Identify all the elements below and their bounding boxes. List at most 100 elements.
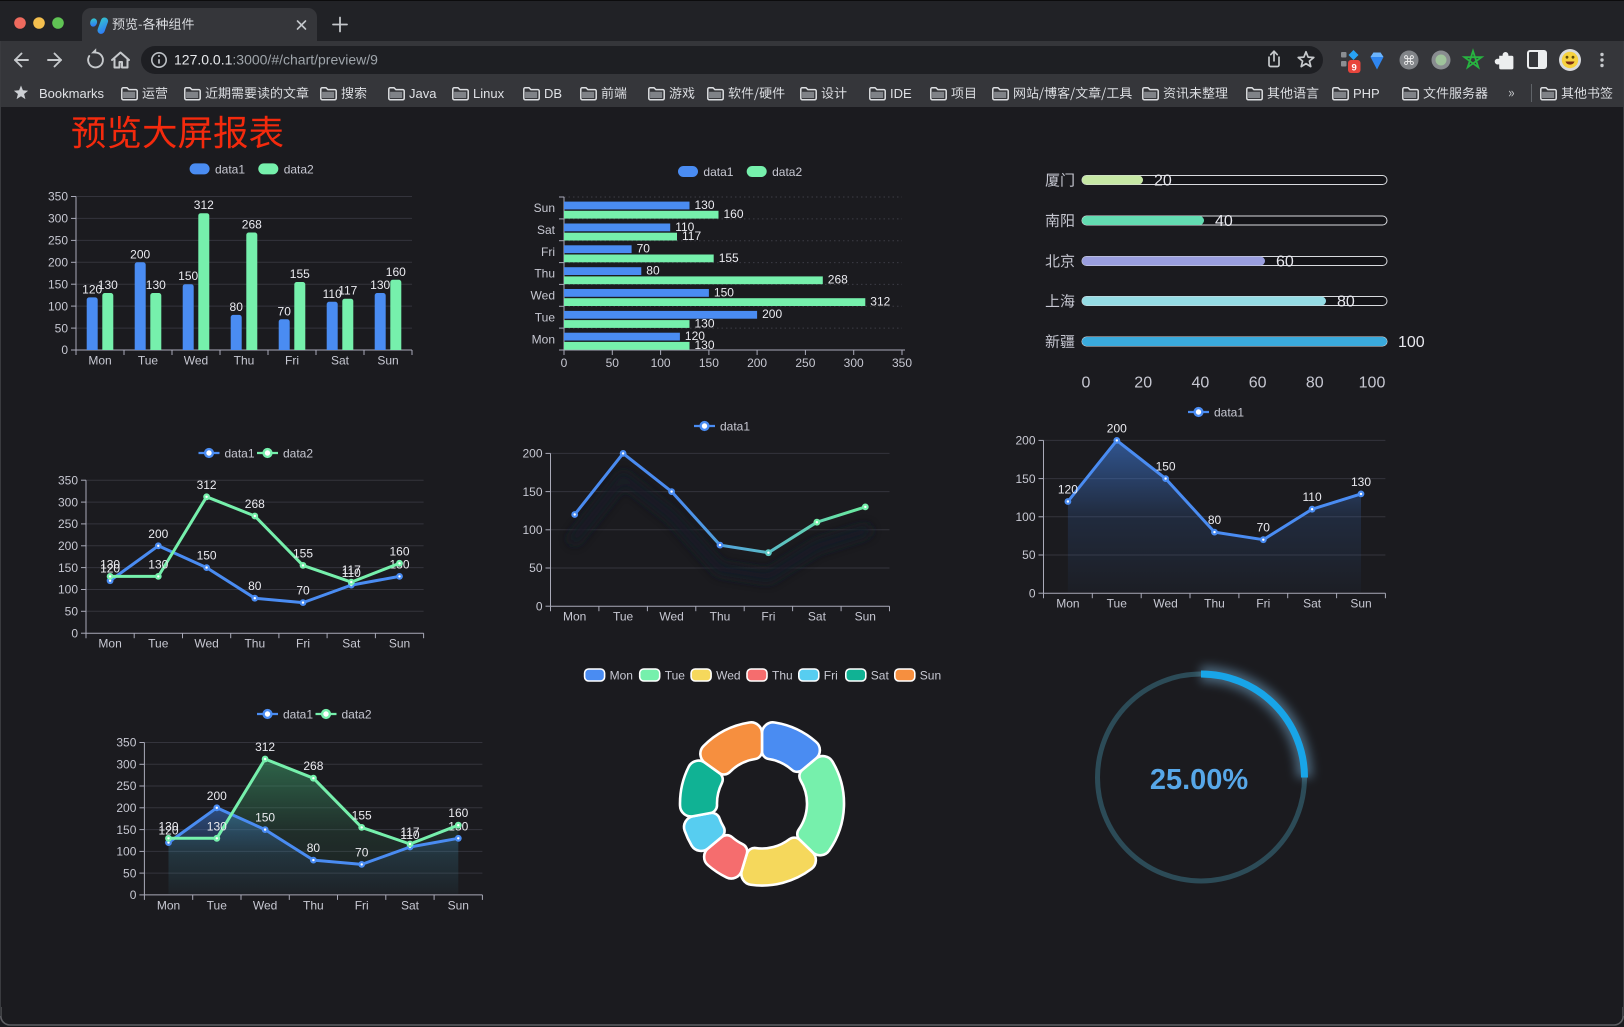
svg-text:Thu: Thu bbox=[710, 610, 731, 624]
svg-text:150: 150 bbox=[699, 356, 719, 370]
svg-text:data1: data1 bbox=[283, 707, 313, 721]
svg-text:150: 150 bbox=[522, 485, 542, 499]
svg-text:40: 40 bbox=[1192, 375, 1210, 392]
svg-text:Mon: Mon bbox=[98, 637, 121, 651]
svg-text:312: 312 bbox=[194, 198, 214, 212]
svg-text:Thu: Thu bbox=[772, 669, 793, 683]
svg-text:Sat: Sat bbox=[871, 669, 890, 683]
svg-text:100: 100 bbox=[1359, 375, 1386, 392]
svg-text:300: 300 bbox=[116, 758, 136, 772]
svg-text:155: 155 bbox=[352, 808, 372, 822]
svg-text:80: 80 bbox=[307, 841, 321, 855]
svg-text:Thu: Thu bbox=[303, 898, 324, 912]
svg-text:130: 130 bbox=[100, 557, 120, 571]
svg-text:350: 350 bbox=[48, 190, 68, 204]
svg-text:Mon: Mon bbox=[1056, 597, 1079, 611]
svg-text:Thu: Thu bbox=[244, 637, 265, 651]
svg-text:Wed: Wed bbox=[194, 637, 218, 651]
svg-text:117: 117 bbox=[682, 229, 701, 243]
svg-text:Wed: Wed bbox=[253, 898, 277, 912]
svg-text:268: 268 bbox=[242, 218, 262, 232]
svg-text:100: 100 bbox=[48, 299, 68, 313]
svg-text:80: 80 bbox=[248, 579, 262, 593]
svg-text:150: 150 bbox=[197, 549, 217, 563]
svg-text:data1: data1 bbox=[225, 446, 255, 460]
svg-text:130: 130 bbox=[695, 198, 715, 212]
svg-text:312: 312 bbox=[197, 478, 217, 492]
svg-text:70: 70 bbox=[1257, 521, 1271, 535]
svg-text:Sat: Sat bbox=[1303, 597, 1322, 611]
svg-text:Tue: Tue bbox=[613, 610, 634, 624]
svg-text:IDE: IDE bbox=[890, 86, 912, 101]
svg-text:data1: data1 bbox=[1214, 405, 1244, 419]
svg-text:150: 150 bbox=[58, 561, 78, 575]
svg-text:Fri: Fri bbox=[761, 610, 775, 624]
svg-text:250: 250 bbox=[795, 356, 815, 370]
svg-text:data2: data2 bbox=[283, 446, 313, 460]
svg-text:20: 20 bbox=[1154, 173, 1172, 190]
svg-text:Fri: Fri bbox=[541, 245, 555, 259]
svg-text:Sun: Sun bbox=[389, 637, 410, 651]
svg-text:Thu: Thu bbox=[234, 354, 255, 368]
svg-text:50: 50 bbox=[529, 561, 543, 575]
svg-text:70: 70 bbox=[637, 242, 651, 256]
svg-text:120: 120 bbox=[1058, 483, 1078, 497]
svg-text:350: 350 bbox=[892, 356, 912, 370]
svg-text:150: 150 bbox=[116, 823, 136, 837]
svg-text:70: 70 bbox=[278, 304, 292, 318]
svg-text:Sun: Sun bbox=[534, 201, 555, 215]
svg-text:160: 160 bbox=[386, 265, 406, 279]
svg-text:Mon: Mon bbox=[563, 610, 586, 624]
svg-text:130: 130 bbox=[695, 338, 715, 352]
svg-text:350: 350 bbox=[116, 736, 136, 750]
svg-text:Wed: Wed bbox=[1153, 597, 1177, 611]
svg-text:40: 40 bbox=[1215, 213, 1233, 230]
svg-text:Wed: Wed bbox=[716, 669, 740, 683]
svg-text:312: 312 bbox=[870, 295, 890, 309]
svg-text:250: 250 bbox=[116, 779, 136, 793]
svg-text:20: 20 bbox=[1134, 375, 1152, 392]
svg-text:120: 120 bbox=[685, 329, 705, 343]
svg-text:Mon: Mon bbox=[157, 898, 180, 912]
svg-text:200: 200 bbox=[762, 307, 782, 321]
svg-text:120: 120 bbox=[82, 282, 102, 296]
svg-text:Mon: Mon bbox=[88, 354, 111, 368]
svg-text:268: 268 bbox=[245, 497, 265, 511]
svg-text:Sun: Sun bbox=[920, 669, 941, 683]
svg-text:312: 312 bbox=[255, 740, 275, 754]
svg-text:160: 160 bbox=[448, 806, 468, 820]
svg-text:Wed: Wed bbox=[531, 289, 555, 303]
svg-text:Tue: Tue bbox=[138, 354, 159, 368]
svg-text:0: 0 bbox=[1082, 375, 1091, 392]
svg-text:Tue: Tue bbox=[665, 669, 686, 683]
svg-text:data2: data2 bbox=[342, 707, 372, 721]
svg-text:Fri: Fri bbox=[1256, 597, 1270, 611]
svg-text:130: 130 bbox=[695, 316, 715, 330]
svg-text:Wed: Wed bbox=[184, 354, 208, 368]
svg-text:PHP: PHP bbox=[1353, 86, 1380, 101]
svg-text:Mon: Mon bbox=[532, 332, 555, 346]
svg-text:110: 110 bbox=[323, 287, 342, 301]
svg-text:100: 100 bbox=[58, 583, 78, 597]
svg-text:350: 350 bbox=[58, 473, 78, 487]
svg-text:130: 130 bbox=[98, 278, 118, 292]
svg-text:150: 150 bbox=[48, 277, 68, 291]
svg-text:80: 80 bbox=[1306, 375, 1324, 392]
svg-text:100: 100 bbox=[1015, 510, 1035, 524]
svg-text:0: 0 bbox=[71, 626, 78, 640]
svg-text:50: 50 bbox=[55, 321, 69, 335]
svg-text:268: 268 bbox=[303, 759, 323, 773]
svg-text:200: 200 bbox=[522, 447, 542, 461]
svg-text:Sat: Sat bbox=[537, 223, 556, 237]
svg-text:200: 200 bbox=[48, 256, 68, 270]
svg-text:0: 0 bbox=[130, 888, 137, 902]
svg-text:200: 200 bbox=[58, 539, 78, 553]
svg-text:Tue: Tue bbox=[207, 898, 228, 912]
svg-text:250: 250 bbox=[58, 517, 78, 531]
svg-text:60: 60 bbox=[1249, 375, 1267, 392]
svg-text:200: 200 bbox=[1107, 421, 1127, 435]
svg-text:100: 100 bbox=[522, 523, 542, 537]
svg-text:⌘: ⌘ bbox=[1403, 53, 1416, 68]
svg-text:70: 70 bbox=[355, 845, 369, 859]
svg-text:Tue: Tue bbox=[148, 637, 169, 651]
